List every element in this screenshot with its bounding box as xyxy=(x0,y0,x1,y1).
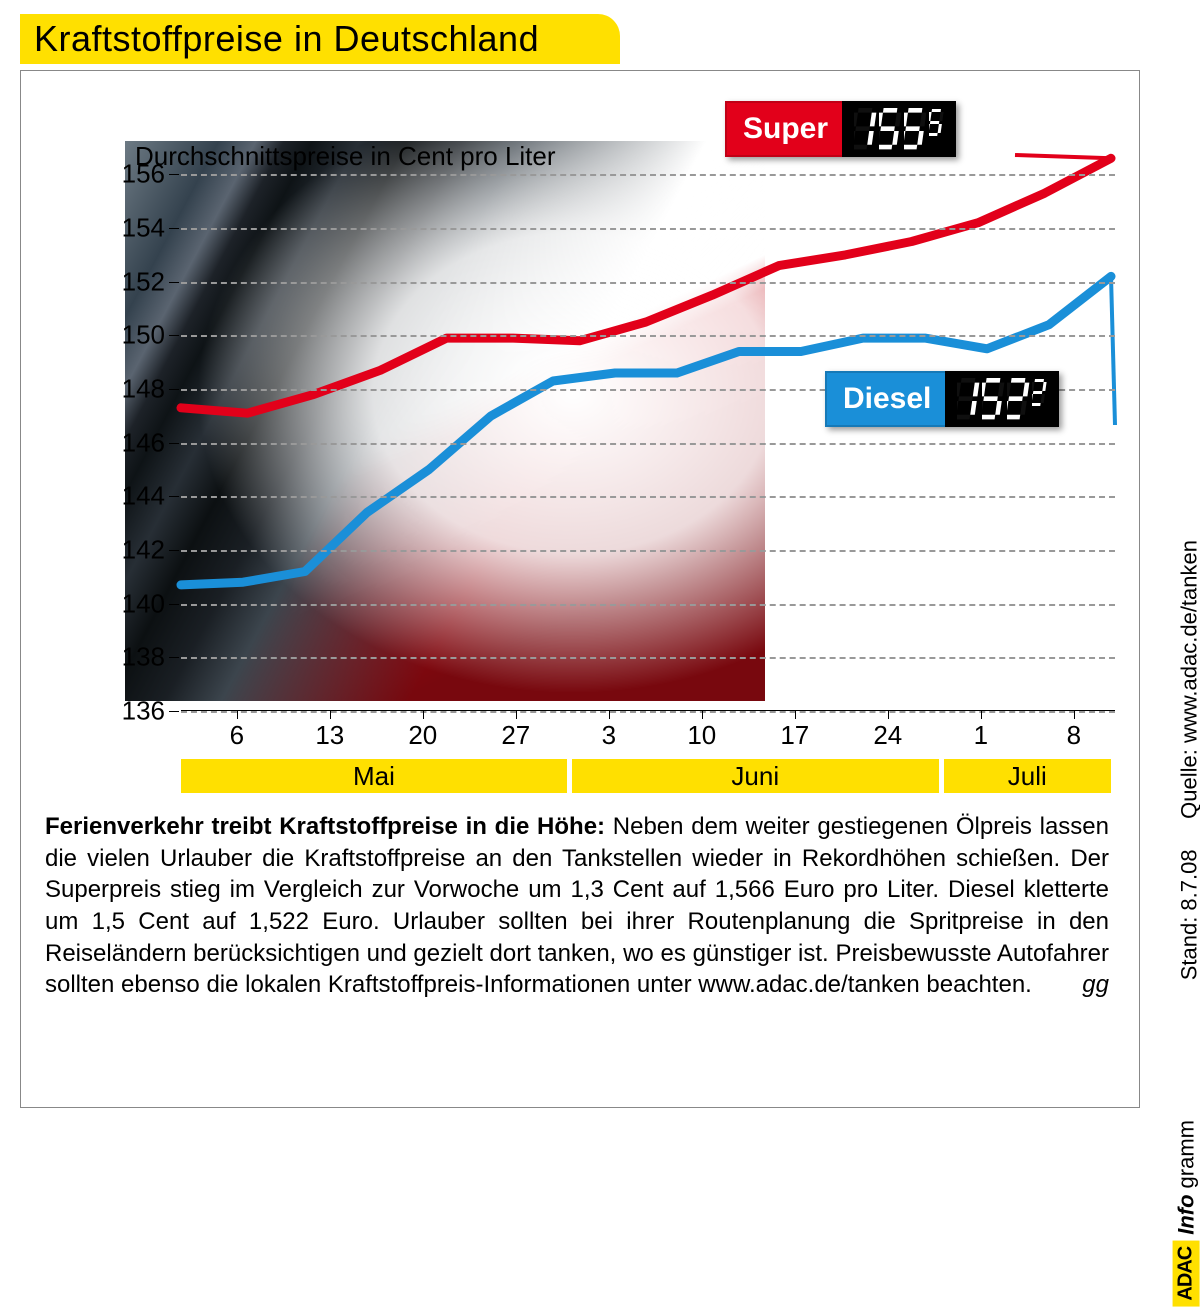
x-tick xyxy=(330,711,331,719)
lcd-digit xyxy=(982,378,1005,419)
lcd-digit xyxy=(904,108,927,149)
y-axis-label: 148 xyxy=(111,374,165,405)
super-label: Super xyxy=(725,101,842,157)
x-tick xyxy=(795,711,796,719)
x-tick xyxy=(609,711,610,719)
y-tick xyxy=(169,335,179,336)
super-callout: Super xyxy=(725,101,956,157)
adac-gramm: gramm xyxy=(1174,1120,1200,1188)
grid-line xyxy=(181,711,1115,713)
y-axis-label: 154 xyxy=(111,213,165,244)
chart-area: Durchschnittspreise in Cent pro Liter 13… xyxy=(45,101,1125,791)
grid-line xyxy=(181,335,1115,337)
lcd-digit xyxy=(929,109,944,136)
super-lcd xyxy=(842,101,956,157)
y-axis-label: 140 xyxy=(111,588,165,619)
x-axis-label: 1 xyxy=(974,720,988,751)
adac-info: Info xyxy=(1174,1194,1200,1234)
diesel-callout: Diesel xyxy=(825,371,1059,427)
grid-line xyxy=(181,282,1115,284)
y-tick xyxy=(169,174,179,175)
y-axis-label: 136 xyxy=(111,696,165,727)
lcd-digit xyxy=(1007,378,1030,419)
grid-line xyxy=(181,174,1115,176)
lcd-digit xyxy=(957,378,980,419)
grid-line xyxy=(181,443,1115,445)
x-tick xyxy=(1074,711,1075,719)
y-axis-label: 156 xyxy=(111,159,165,190)
adac-logo: ADAC Info gramm xyxy=(1173,1120,1200,1307)
title-bar: Kraftstoffpreise in Deutschland xyxy=(20,14,620,64)
grid-line xyxy=(181,550,1115,552)
infographic-root: Kraftstoffpreise in Deutschland Durchsch… xyxy=(0,0,1200,1142)
lcd-digit xyxy=(1032,379,1047,406)
diesel-lcd xyxy=(945,371,1059,427)
x-tick xyxy=(237,711,238,719)
x-axis-label: 8 xyxy=(1067,720,1081,751)
adac-brand: ADAC xyxy=(1173,1241,1200,1307)
stand-text: Stand: 8.7.08 xyxy=(1176,849,1200,980)
month-band: Juli xyxy=(944,759,1111,793)
y-tick xyxy=(169,389,179,390)
x-axis-label: 10 xyxy=(687,720,716,751)
diesel-label: Diesel xyxy=(825,371,945,427)
y-tick xyxy=(169,604,179,605)
paragraph-lead: Ferienverkehr treibt Kraftstoffpreise in… xyxy=(45,813,605,840)
lcd-digit xyxy=(854,108,877,149)
paragraph-body: Neben dem weiter gestiegenen Ölpreis las… xyxy=(45,813,1109,998)
plot-region: 1361381401421441461481501521541566132027… xyxy=(111,161,1115,711)
y-axis-label: 138 xyxy=(111,642,165,673)
y-tick xyxy=(169,443,179,444)
y-tick xyxy=(169,282,179,283)
callout-super-pointer xyxy=(1015,155,1111,158)
month-band: Mai xyxy=(181,759,567,793)
x-axis-label: 20 xyxy=(408,720,437,751)
y-tick xyxy=(169,657,179,658)
y-axis-label: 144 xyxy=(111,481,165,512)
page-title: Kraftstoffpreise in Deutschland xyxy=(34,18,602,60)
description-paragraph: Ferienverkehr treibt Kraftstoffpreise in… xyxy=(45,811,1109,1001)
x-tick xyxy=(981,711,982,719)
author-signature: gg xyxy=(1082,969,1109,1001)
y-tick xyxy=(169,550,179,551)
x-tick xyxy=(702,711,703,719)
x-axis-label: 17 xyxy=(780,720,809,751)
side-meta: Stand: 8.7.08 Quelle: www.adac.de/tanken xyxy=(1176,540,1200,980)
y-tick xyxy=(169,228,179,229)
grid-line xyxy=(181,604,1115,606)
x-axis-label: 27 xyxy=(501,720,530,751)
grid-line xyxy=(181,657,1115,659)
x-axis-label: 3 xyxy=(602,720,616,751)
lcd-digit xyxy=(879,108,902,149)
y-axis-label: 150 xyxy=(111,320,165,351)
y-axis-label: 152 xyxy=(111,266,165,297)
y-tick xyxy=(169,711,179,712)
grid-line xyxy=(181,496,1115,498)
grid-line xyxy=(181,228,1115,230)
month-band: Juni xyxy=(572,759,939,793)
x-axis-label: 13 xyxy=(315,720,344,751)
y-tick xyxy=(169,496,179,497)
x-axis-label: 6 xyxy=(230,720,244,751)
chart-box: Durchschnittspreise in Cent pro Liter 13… xyxy=(20,70,1140,1108)
y-axis-label: 142 xyxy=(111,535,165,566)
chart-svg xyxy=(111,161,1115,711)
quelle-text: Quelle: www.adac.de/tanken xyxy=(1176,540,1200,819)
callout-diesel-pointer xyxy=(1111,276,1115,425)
x-axis-label: 24 xyxy=(873,720,902,751)
y-axis-label: 146 xyxy=(111,427,165,458)
x-tick xyxy=(516,711,517,719)
x-tick xyxy=(888,711,889,719)
x-tick xyxy=(423,711,424,719)
